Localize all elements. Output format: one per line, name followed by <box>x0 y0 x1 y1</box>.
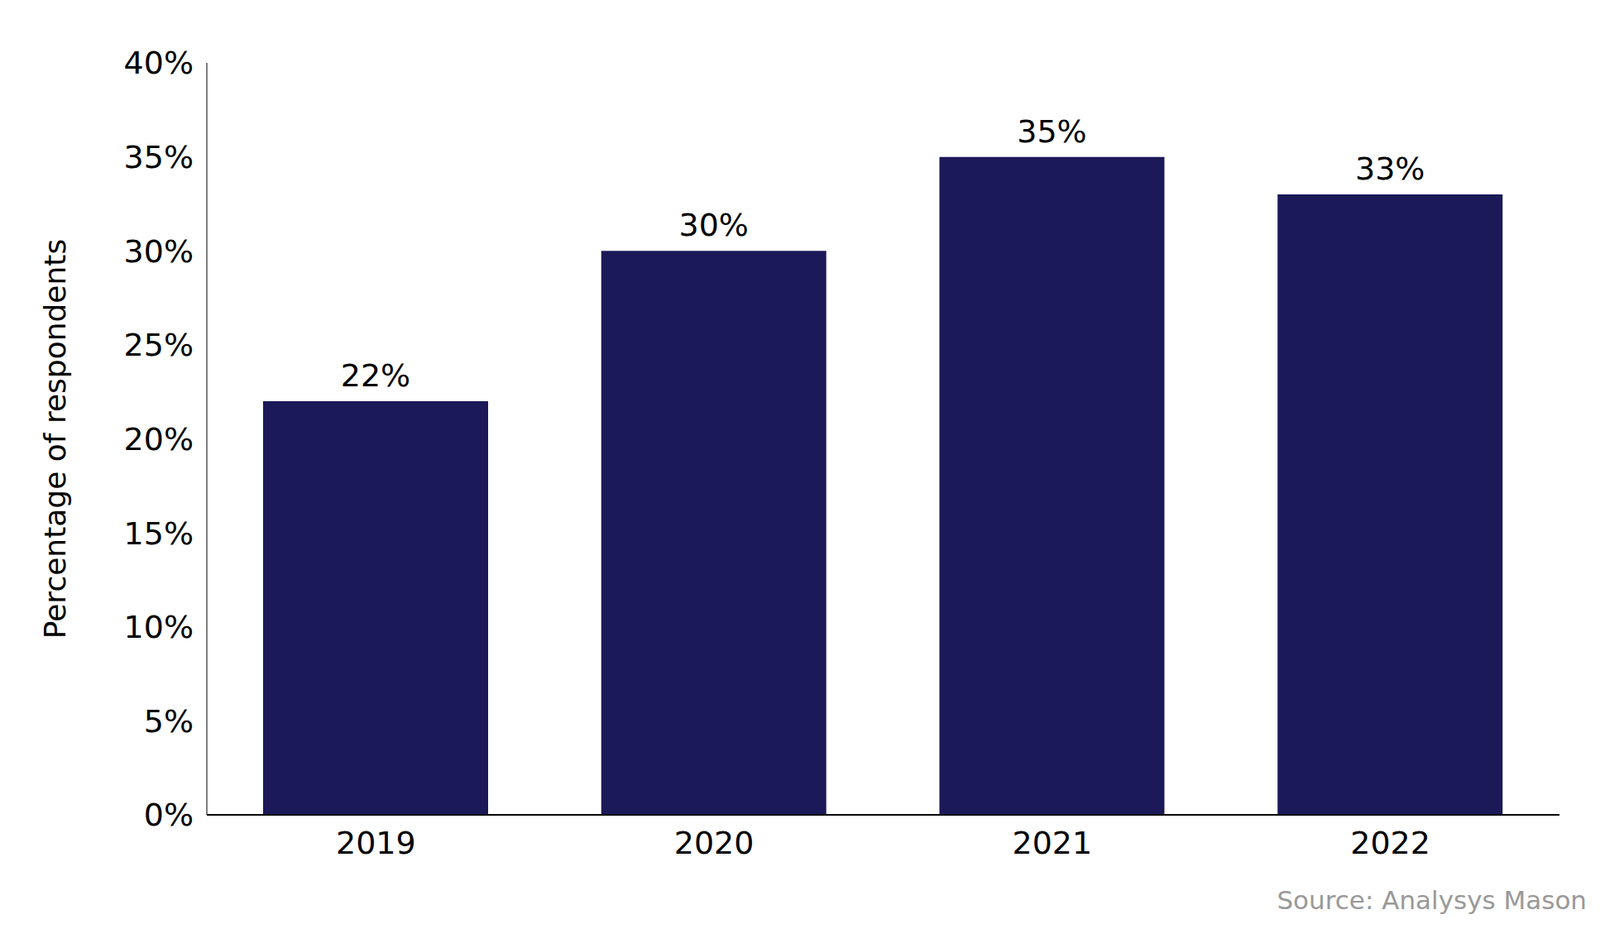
svg-text:2021: 2021 <box>1012 824 1093 862</box>
svg-text:25%: 25% <box>124 326 194 364</box>
svg-text:10%: 10% <box>124 608 194 646</box>
svg-text:0%: 0% <box>143 796 194 834</box>
svg-text:20%: 20% <box>124 421 194 458</box>
svg-text:2019: 2019 <box>335 824 417 862</box>
svg-text:Percentage of respondents: Percentage of respondents <box>38 239 72 639</box>
svg-text:35%: 35% <box>1016 113 1087 150</box>
svg-text:33%: 33% <box>1355 150 1425 187</box>
html-text:Source: Analysys Mason: Source: Analysys Mason <box>1276 885 1587 915</box>
svg-text:30%: 30% <box>679 206 749 244</box>
svg-text:15%: 15% <box>124 515 194 552</box>
svg-text:2020: 2020 <box>674 824 755 862</box>
svg-text:5%: 5% <box>143 703 194 740</box>
svg-text:30%: 30% <box>124 233 194 270</box>
svg-text:2022: 2022 <box>1350 824 1431 862</box>
svg-text:40%: 40% <box>124 44 194 82</box>
svg-text:22%: 22% <box>340 357 411 394</box>
svg-text:35%: 35% <box>124 138 194 176</box>
